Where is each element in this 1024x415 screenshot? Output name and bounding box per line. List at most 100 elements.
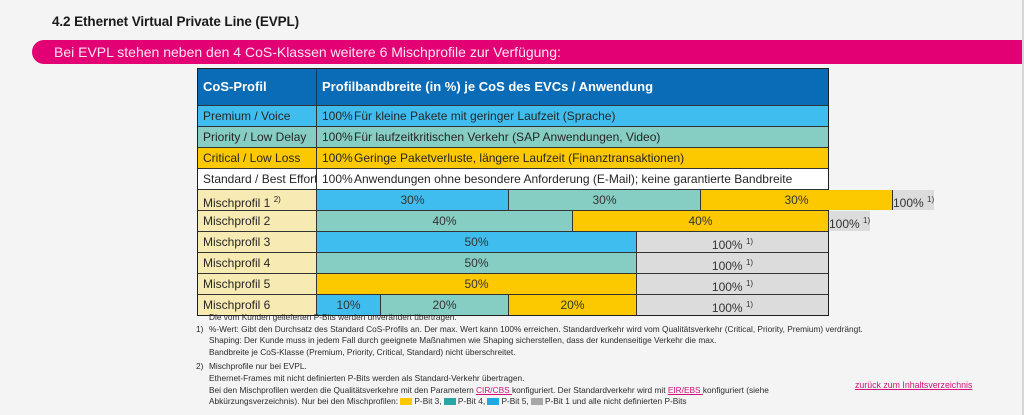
bandwidth-bars: 40% 40% 100% 1) [317, 211, 871, 231]
cos-row-standard: Standard / Best Effort 100%Anwendungen oh… [198, 168, 828, 189]
bandwidth-segment-rest: 100% 1) [637, 274, 828, 294]
bandwidth-segment-priority: 30% [509, 190, 701, 210]
footnote-2-text-c: konfiguriert (siehe [702, 384, 769, 395]
segment-value: 30% [592, 193, 617, 207]
bandwidth-segment-premium: 10% [317, 295, 381, 315]
legend-label: P-Bit 1 und alle nicht definierten P-Bit… [544, 396, 687, 407]
bandwidth-segment-critical: 20% [509, 295, 637, 315]
bandwidth-segment-critical: 30% [701, 190, 893, 210]
section-title: 4.2 Ethernet Virtual Private Line (EVPL) [52, 14, 300, 29]
back-to-toc-link[interactable]: zurück zum Inhaltsverzeichnis [855, 380, 973, 390]
footnote-intro: Die vom Kunden gelieferten P-Bits werden… [209, 312, 457, 322]
footnote-2-line-2: Ethernet-Frames mit nicht definierten P-… [209, 372, 525, 383]
bandwidth-segment-priority: 20% [381, 295, 509, 315]
legend-swatch-gray [530, 398, 543, 406]
mischprofil-label: Mischprofil 6 [198, 295, 317, 315]
cos-description-text: Für kleine Pakete mit geringer Laufzeit … [354, 109, 616, 123]
mischprofil-row: Mischprofil 2 40% 40% 100% 1) [198, 210, 871, 231]
segment-value: 30% [400, 193, 425, 207]
segment-value: 20% [560, 298, 585, 312]
cos-description-text: Für laufzeitkritischen Verkehr (SAP Anwe… [354, 130, 661, 144]
segment-value: 40% [688, 214, 713, 228]
mischprofil-label-text: Mischprofil 2 [203, 214, 271, 228]
cir-cbs-link[interactable]: CIR/CBS [476, 384, 512, 395]
bandwidth-segment-critical: 40% [573, 211, 829, 231]
bandwidth-bars: 30% 30% 30% 100% 1) [317, 190, 935, 210]
footnote-1: 1) %-Wert: Gibt den Durchsatz des Standar… [196, 323, 863, 336]
footnote-2-line-4: Abkürzungsverzeichnis). Nur bei den Misc… [196, 396, 836, 408]
mischprofil-row: Mischprofil 5 50% 100% 1) [198, 273, 828, 294]
segment-value: 50% [464, 235, 489, 249]
mischprofil-row: Mischprofil 3 50% 100% 1) [198, 231, 828, 252]
mischprofil-label: Mischprofil 2 [198, 211, 317, 231]
footnote-ref: 2) [273, 195, 281, 204]
segment-value: 100% [711, 280, 743, 294]
cos-percent: 100% [322, 130, 353, 144]
footnotes: Die vom Kunden gelieferten P-Bits werden… [196, 312, 863, 408]
footnote-1-number: 1) [196, 323, 204, 334]
segment-value: 40% [432, 214, 457, 228]
bandwidth-bars: 50% 100% 1) [317, 274, 828, 294]
bandwidth-segment-priority: 40% [317, 211, 573, 231]
cos-profile-label: Premium / Voice [198, 106, 317, 126]
mischprofil-label-text: Mischprofil 4 [203, 256, 271, 270]
p-bit-legend: P-Bit 3, P-Bit 4, P-Bit 5, P-Bit 1 und a… [400, 396, 687, 407]
footnote-2-text-b: konfiguriert. Der Standardverkehr wird m… [511, 384, 668, 395]
cos-row-premium: Premium / Voice 100%Für kleine Pakete mit… [198, 105, 828, 126]
header-bandwidth: Profilbandbreite (in %) je CoS des EVCs … [322, 79, 654, 94]
segment-value: 100% [711, 259, 743, 273]
segment-value: 100% [893, 196, 924, 210]
cos-row-priority: Priority / Low Delay 100%Für laufzeitkrit… [198, 126, 828, 147]
mischprofil-label-text: Mischprofil 1 [203, 196, 271, 210]
cos-percent: 100% [322, 172, 353, 186]
segment-value: 100% [711, 301, 743, 315]
segment-value: 10% [336, 298, 361, 312]
legend-label: P-Bit 5, [501, 396, 529, 407]
cos-percent: 100% [322, 109, 353, 123]
footnote-2-number: 2) [196, 361, 204, 372]
footnote-ref: 1) [927, 195, 935, 204]
footnote-2: 2) Mischprofile nur bei EVPL. [196, 361, 836, 373]
bandwidth-segment-priority: 50% [317, 253, 637, 273]
mischprofil-label: Mischprofil 5 [198, 274, 317, 294]
legend-swatch-critical [400, 398, 413, 406]
footnote-2-text-a: Bei den Mischprofilen werden die Qualitä… [209, 384, 477, 395]
mischprofil-label: Mischprofil 3 [198, 232, 317, 252]
bandwidth-segment-rest: 100% 1) [829, 211, 871, 231]
legend-label: P-Bit 3, [414, 396, 442, 407]
mischprofil-row: Mischprofil 6 10% 20% 20% 100% 1) [198, 294, 828, 315]
bandwidth-bars: 50% 100% 1) [317, 232, 828, 252]
footnote-ref: 1) [745, 300, 754, 309]
segment-value: 30% [784, 193, 809, 207]
mischprofil-label: Mischprofil 1 2) [198, 190, 317, 210]
footnote-ref: 1) [863, 216, 871, 225]
cos-profile-label: Critical / Low Loss [198, 148, 317, 168]
bandwidth-bars: 10% 20% 20% 100% 1) [317, 295, 828, 315]
footnote-2-text-d: Abkürzungsverzeichnis). Nur bei den Misc… [209, 396, 401, 407]
bandwidth-segment-critical: 50% [317, 274, 637, 294]
cos-description-text: Anwendungen ohne besondere Anforderung (… [354, 172, 793, 186]
bandwidth-segment-rest: 100% 1) [637, 295, 828, 315]
segment-value: 20% [432, 298, 457, 312]
footnote-ref: 1) [745, 237, 754, 246]
eir-ebs-link[interactable]: EIR/EBS [667, 384, 703, 395]
page-edge [1022, 0, 1024, 415]
cos-profile-description: 100%Geringe Paketverluste, längere Laufz… [317, 148, 828, 168]
table-header-row: CoS-Profil Profilbandbreite (in %) je Co… [198, 69, 828, 105]
cos-profile-description: 100%Für laufzeitkritischen Verkehr (SAP … [317, 127, 828, 147]
header-cos-profil: CoS-Profil [198, 69, 317, 105]
cos-profile-label: Standard / Best Effort [198, 169, 317, 189]
mischprofil-label-text: Mischprofil 6 [203, 298, 271, 312]
bandwidth-segment-premium: 50% [317, 232, 637, 252]
cos-row-critical: Critical / Low Loss 100%Geringe Paketverl… [198, 147, 828, 168]
segment-value: 50% [464, 256, 489, 270]
bandwidth-segment-premium: 30% [317, 190, 509, 210]
segment-value: 100% [829, 217, 860, 231]
mischprofil-label-text: Mischprofil 3 [203, 235, 271, 249]
cos-profile-label: Priority / Low Delay [198, 127, 317, 147]
footnote-1-line-2: Shaping: Der Kunde muss in jedem Fall du… [209, 335, 717, 346]
segment-value: 50% [464, 277, 489, 291]
footnote-ref: 1) [745, 258, 754, 267]
bandwidth-segment-rest: 100% 1) [893, 190, 935, 210]
bandwidth-segment-rest: 100% 1) [637, 232, 828, 252]
